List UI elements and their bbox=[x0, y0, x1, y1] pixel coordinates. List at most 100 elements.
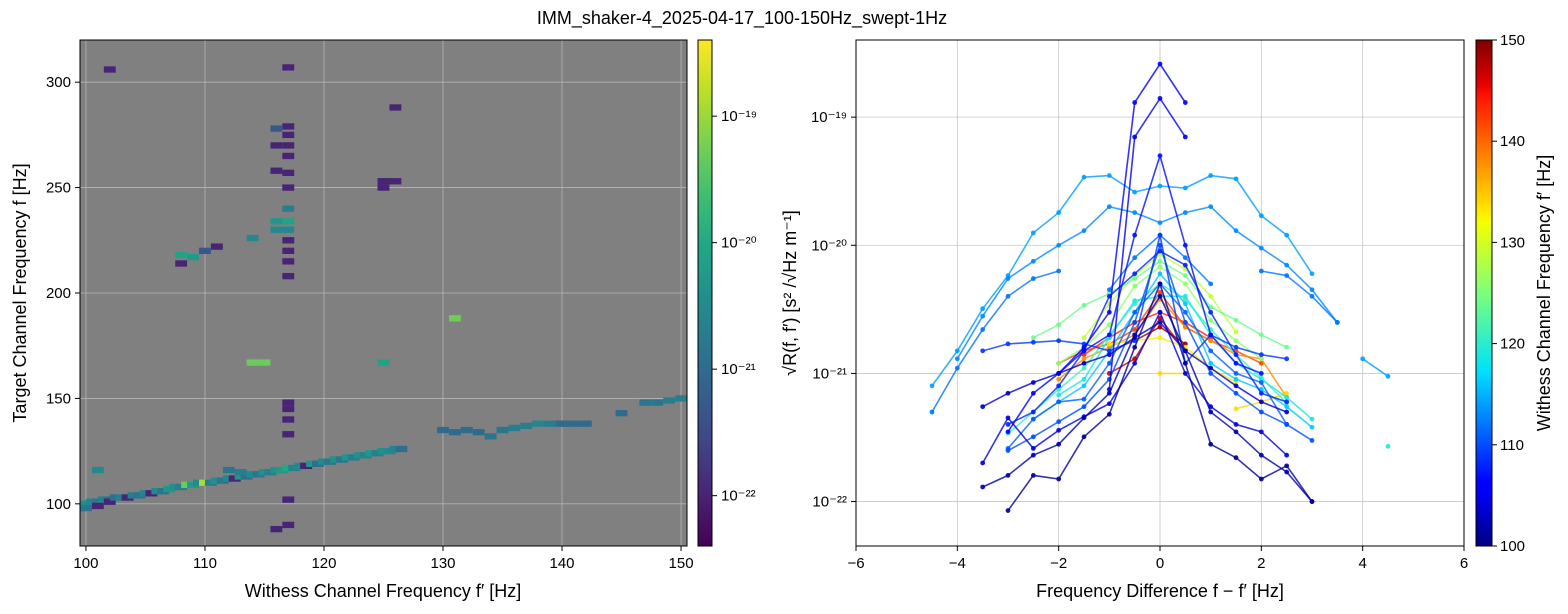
series-point bbox=[1284, 390, 1290, 396]
series-point bbox=[1208, 409, 1214, 415]
heatmap-cell bbox=[282, 184, 295, 191]
heatmap-cell bbox=[532, 420, 545, 427]
series-point bbox=[1182, 371, 1188, 376]
series-point bbox=[1081, 360, 1087, 366]
series-point bbox=[1258, 332, 1264, 338]
heatmap-cell bbox=[579, 420, 592, 427]
series-point bbox=[1106, 173, 1112, 178]
heatmap-cell bbox=[270, 525, 283, 533]
series-point bbox=[1081, 174, 1087, 180]
heatmap-x-tick-label: 150 bbox=[669, 555, 694, 572]
heatmap-cell bbox=[395, 445, 408, 453]
heatmap-cell bbox=[282, 131, 295, 139]
series-point bbox=[1132, 276, 1138, 281]
heatmap-cell bbox=[508, 424, 521, 432]
series-point bbox=[1157, 289, 1163, 295]
heatmap-x-ticks: 100 110 120 130 140 150 bbox=[73, 546, 694, 572]
series-point bbox=[1309, 416, 1315, 422]
heatmap-x-tick-label: 130 bbox=[430, 555, 455, 572]
heatmap-x-tick-label: 140 bbox=[550, 555, 575, 572]
series-point bbox=[1284, 356, 1290, 362]
series-point bbox=[1056, 387, 1062, 392]
series-point bbox=[1258, 399, 1264, 405]
series-point bbox=[1056, 441, 1062, 447]
series-point bbox=[1233, 406, 1239, 412]
line-y-tick-label: 10⁻²¹ bbox=[812, 365, 847, 382]
series-point bbox=[1157, 220, 1163, 226]
series-point bbox=[1182, 242, 1188, 248]
figure-title: IMM_shaker-4_2025-04-17_100-150Hz_swept-… bbox=[537, 8, 947, 29]
series-point bbox=[1157, 309, 1163, 315]
heatmap-x-tick-label: 120 bbox=[311, 555, 336, 572]
series-point bbox=[954, 365, 960, 371]
series-point bbox=[1081, 365, 1087, 371]
heatmap-y-tick-label: 300 bbox=[46, 74, 71, 91]
line-x-tick-label: −2 bbox=[1050, 555, 1067, 572]
series-point bbox=[1208, 365, 1214, 371]
series-point bbox=[1182, 301, 1188, 307]
heatmap-cell bbox=[282, 205, 295, 212]
heatmap-cell bbox=[282, 218, 295, 225]
series-point bbox=[1182, 293, 1188, 299]
series-point bbox=[1081, 228, 1087, 234]
heatmap-cell bbox=[556, 420, 568, 427]
series-point bbox=[1182, 320, 1188, 325]
series-point bbox=[1208, 338, 1214, 344]
heatmap-cell bbox=[282, 64, 295, 71]
series-point bbox=[1258, 409, 1264, 415]
series-point bbox=[1132, 320, 1138, 325]
series-point bbox=[1030, 380, 1036, 385]
series-point bbox=[929, 383, 935, 389]
series-line bbox=[956, 205, 1338, 360]
series-point bbox=[1208, 317, 1214, 323]
heatmap-y-tick-label: 150 bbox=[46, 390, 71, 407]
heatmap-cell bbox=[282, 258, 295, 265]
series-point bbox=[1182, 309, 1188, 315]
series-point bbox=[1030, 276, 1036, 281]
series-point bbox=[1005, 341, 1011, 347]
heatmap-cell bbox=[270, 466, 283, 474]
line-x-label: Frequency Difference f − f′ [Hz] bbox=[1036, 581, 1284, 601]
heatmap-cell bbox=[359, 452, 372, 459]
line-series-103 bbox=[980, 320, 1290, 415]
heatmap-colorbar-label: √R(f, f′) [s² /√Hz m⁻¹] bbox=[780, 210, 800, 376]
series-point bbox=[1132, 309, 1138, 315]
series-point bbox=[1182, 262, 1188, 268]
heatmap-y-tick-label: 200 bbox=[46, 285, 71, 302]
line-x-tick-label: 4 bbox=[1358, 555, 1366, 572]
series-point bbox=[1258, 390, 1264, 396]
heatmap-cell bbox=[282, 226, 295, 233]
series-point bbox=[1182, 281, 1188, 287]
series-point bbox=[1233, 390, 1239, 396]
series-point bbox=[1132, 210, 1138, 215]
series-line bbox=[1007, 62, 1186, 433]
heatmap-cell bbox=[282, 496, 295, 503]
series-point bbox=[1233, 344, 1239, 350]
line-colorbar-label: Withess Channel Frequency f′ [Hz] bbox=[1534, 155, 1554, 432]
series-point bbox=[929, 409, 935, 415]
heatmap-cell bbox=[270, 226, 283, 233]
line-series-101 bbox=[1005, 281, 1315, 514]
series-point bbox=[1030, 452, 1036, 458]
series-point bbox=[1132, 344, 1138, 350]
series-point bbox=[1030, 339, 1036, 345]
series-point bbox=[1157, 153, 1163, 159]
series-point bbox=[1208, 441, 1214, 447]
heatmap-cell bbox=[353, 452, 366, 459]
series-point bbox=[1284, 404, 1290, 410]
series-point bbox=[1056, 392, 1062, 398]
line-colorbar-tick-label: 100 bbox=[1500, 538, 1525, 555]
heatmap-cell bbox=[175, 483, 188, 491]
line-x-tick-label: 2 bbox=[1257, 555, 1265, 572]
heatmap-y-label: Target Channel Frequency f [Hz] bbox=[10, 163, 30, 422]
series-point bbox=[1005, 448, 1011, 453]
series-point bbox=[1005, 473, 1011, 478]
series-point bbox=[980, 327, 986, 332]
heatmap-cell bbox=[615, 410, 628, 417]
series-point bbox=[1182, 210, 1188, 215]
series-point bbox=[1081, 434, 1087, 440]
heatmap-cell bbox=[567, 420, 580, 427]
heatmap-cell bbox=[103, 498, 116, 505]
line-x-tick-label: −6 bbox=[847, 555, 864, 572]
series-line bbox=[1261, 270, 1338, 323]
